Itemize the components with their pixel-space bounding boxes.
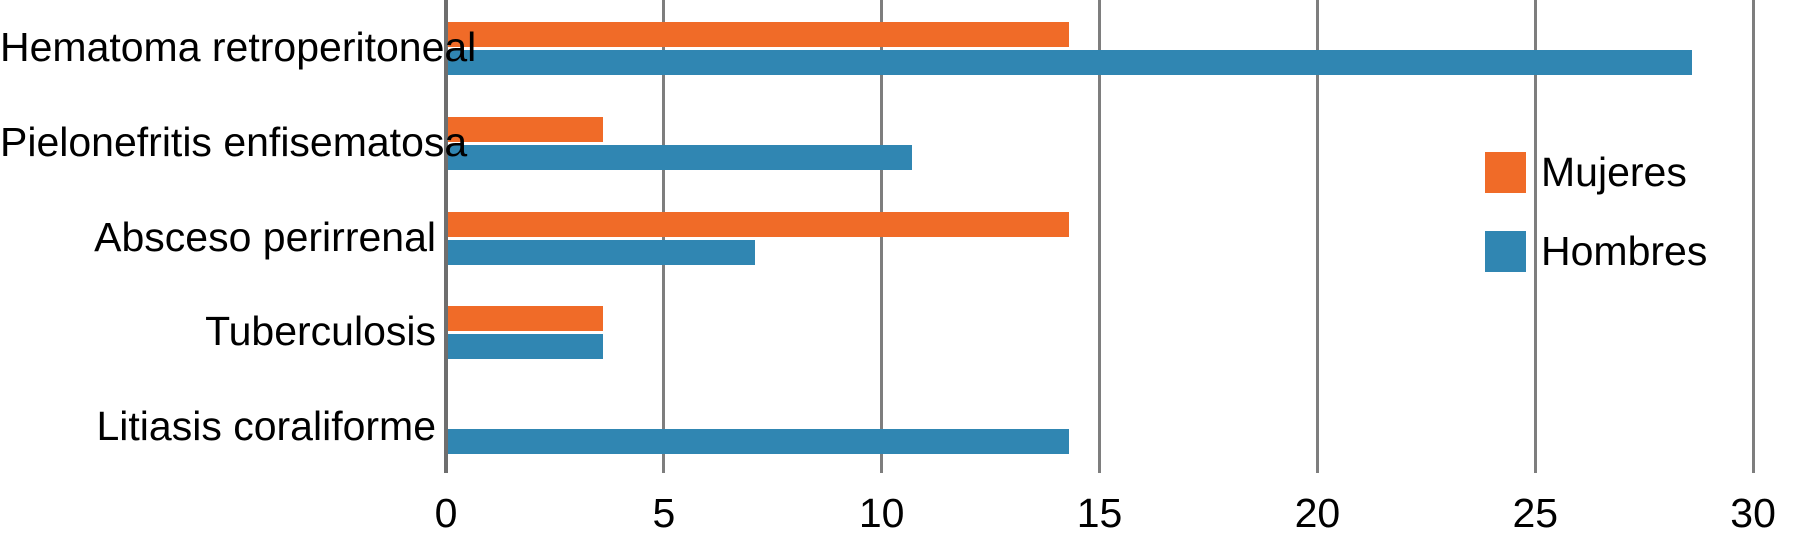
x-tick-label-30: 30 <box>1730 490 1776 536</box>
y-axis-line <box>444 0 448 473</box>
mujeres-swatch <box>1485 152 1526 193</box>
category-label-litiasis-coraliforme: Litiasis coraliforme <box>96 402 437 449</box>
x-tick-label-0: 0 <box>434 490 458 536</box>
x-tick-label-20: 20 <box>1294 490 1341 536</box>
category-label-tuberculosis: Tuberculosis <box>205 308 436 355</box>
gridline-x-30 <box>1751 0 1755 473</box>
bar-mujeres-hematoma-retroperitoneal <box>448 22 1070 48</box>
bar-hombres-tuberculosis <box>448 334 603 360</box>
x-tick-label-5: 5 <box>652 490 676 536</box>
bar-mujeres-pielonefritis-enfisematosa <box>448 116 603 142</box>
bar-hombres-litiasis-coraliforme <box>448 428 1070 454</box>
legend-label-hombres: Hombres <box>1541 228 1708 274</box>
x-tick-label-25: 25 <box>1512 490 1559 536</box>
bar-hombres-pielonefritis-enfisematosa <box>448 144 913 170</box>
gridline-x-5 <box>662 0 666 473</box>
bar-mujeres-absceso-perirrenal <box>448 211 1070 237</box>
x-tick-label-15: 15 <box>1076 490 1123 536</box>
bar-hombres-absceso-perirrenal <box>448 239 756 265</box>
category-label-pielonefritis-enfisematosa: Pielonefritis enfisematosa <box>0 118 468 165</box>
legend-item-hombres: Hombres <box>1485 231 1707 272</box>
x-tick-label-10: 10 <box>858 490 905 536</box>
category-label-absceso-perirrenal: Absceso perirrenal <box>94 213 436 260</box>
legend-label-mujeres: Mujeres <box>1541 149 1687 195</box>
gridline-x-10 <box>880 0 884 473</box>
legend-item-mujeres: Mujeres <box>1485 152 1687 193</box>
gridline-x-15 <box>1098 0 1102 473</box>
hombres-swatch <box>1485 231 1526 272</box>
bar-mujeres-tuberculosis <box>448 306 603 332</box>
gridline-x-20 <box>1315 0 1319 473</box>
bar-hombres-hematoma-retroperitoneal <box>448 50 1693 76</box>
gridline-x-25 <box>1533 0 1537 473</box>
category-label-hematoma-retroperitoneal: Hematoma retroperitoneal <box>0 24 477 71</box>
